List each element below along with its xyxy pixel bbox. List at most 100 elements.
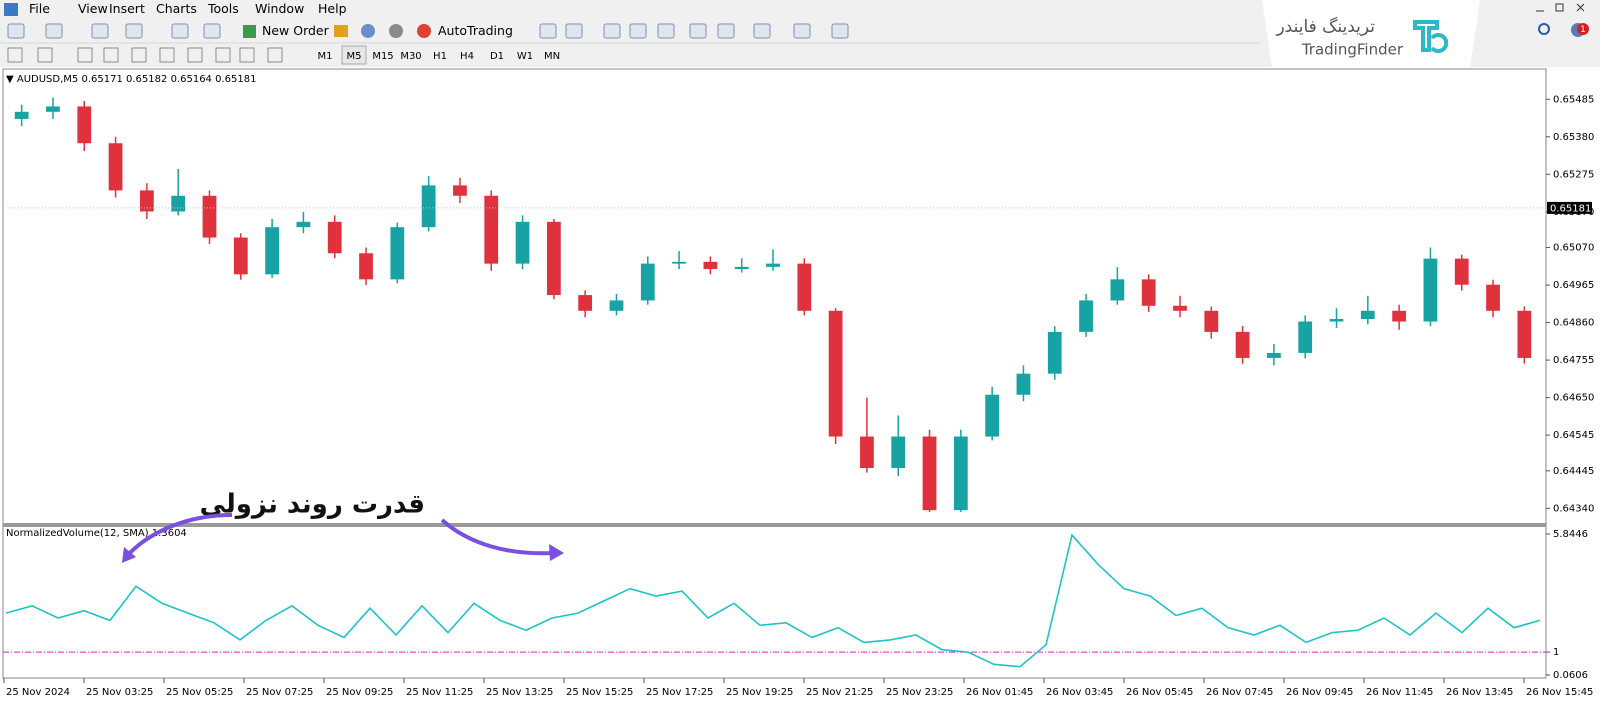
menu-item[interactable]: Help [318,1,347,16]
candle-body [1298,321,1313,353]
icon [389,24,403,38]
timeframe-button[interactable]: MN [544,51,560,62]
candle-body [1204,310,1219,332]
x-tick-label: 25 Nov 09:25 [326,687,393,698]
drawing-tool[interactable] [37,47,53,63]
candle-body [578,295,593,311]
menu-item[interactable]: Tools [207,1,239,16]
candle-body [985,394,1000,437]
timeframe-button[interactable]: M15 [372,51,393,62]
close-price: 0.65181 [215,74,256,85]
y-tick-label: 5.8446 [1553,529,1588,540]
chart-frame [2,68,1547,679]
timeframe-button[interactable]: H1 [433,51,447,62]
toolbar-icon[interactable] [753,23,771,39]
y-tick-label: 0.64755 [1553,355,1594,366]
search-icon[interactable] [1538,23,1550,35]
candle-body [891,436,906,468]
drawing-tool[interactable] [239,47,255,63]
timeframe-button[interactable]: M1 [318,51,333,62]
toolbar-icon[interactable] [629,23,647,39]
toolbar-icon[interactable] [717,23,735,39]
close-button[interactable] [1576,3,1585,12]
x-tick-label: 26 Nov 07:45 [1206,687,1273,698]
toolbar-icon[interactable] [125,23,143,39]
indicator-name: NormalizedVolume(12, SMA) [6,528,149,539]
timeframe-selected[interactable] [341,45,367,65]
menu-item[interactable]: Insert [109,1,145,16]
candle-body [1392,310,1407,322]
toolbar-icon[interactable] [603,23,621,39]
menu-bar [0,0,1600,19]
toolbar-icon[interactable] [657,23,675,39]
candle-body [202,195,217,238]
toolbar-icon[interactable] [203,23,221,39]
candle-body [1047,331,1062,374]
open-price: 0.65171 [81,74,122,85]
candle-body [453,185,467,196]
candle-body [139,190,154,212]
toolbar-icon[interactable] [565,23,583,39]
current-price-box [1547,201,1592,214]
candle-body [359,253,373,280]
y-tick-label: 0.64965 [1553,280,1594,291]
toolbar-icon[interactable] [45,23,63,39]
autotrading-button[interactable]: AutoTrading [414,23,513,40]
y-tick-label: 0.64860 [1553,318,1594,329]
drawing-tool[interactable] [103,47,119,63]
x-tick-label: 26 Nov 11:45 [1366,687,1433,698]
menu-item[interactable]: File [29,1,50,16]
x-tick-label: 26 Nov 13:45 [1446,687,1513,698]
drawing-tool[interactable] [187,47,203,63]
toolbar-icon[interactable] [793,23,811,39]
toolbar-icon[interactable] [171,23,189,39]
restore-button[interactable] [1555,3,1564,12]
toolbar-icon[interactable] [539,23,557,39]
timeframe-bar: M1 M5 M15 M30 H1 H4 D1 W1 MN [318,45,560,65]
drawing-tool[interactable] [159,47,175,63]
high-price: 0.65182 [126,74,167,85]
x-tick-label: 26 Nov 01:45 [966,687,1033,698]
candle-body [14,111,29,119]
button-bg[interactable] [414,23,510,40]
button-icon [243,25,256,38]
indicator-chart: 5.8446 1 0.0606 [3,529,1588,681]
candle-body [171,195,186,212]
candle-body [640,263,655,301]
indicator-value: 1.3604 [152,528,187,539]
button-bg[interactable] [240,23,326,40]
drawing-tool[interactable] [77,47,93,63]
toolbar-icon[interactable] [831,23,849,39]
timeframe-button[interactable]: M5 [347,51,362,62]
candle-body [734,266,749,269]
current-price-label: 0.65181 [1550,203,1591,214]
button-icon [417,24,431,38]
candle-body [296,221,311,228]
menu-item[interactable]: Window [255,1,304,16]
price-chart: 0.654850.653800.652750.651700.650700.649… [3,94,1594,698]
timeframe-button[interactable]: H4 [460,51,474,62]
drawing-tool[interactable] [131,47,147,63]
drawing-tool[interactable] [7,47,23,63]
toolbar-icon[interactable] [7,23,25,39]
app-icon [4,3,18,16]
icon [334,25,348,37]
drawing-tool[interactable] [267,47,283,63]
menu-item[interactable]: Charts [156,1,197,16]
low-price: 0.65164 [171,74,212,85]
timeframe-button[interactable]: M30 [400,51,421,62]
toolbar-icon[interactable] [689,23,707,39]
timeframe-button[interactable]: D1 [490,51,504,62]
drawing-tool[interactable] [215,47,231,63]
candle-body [860,436,874,468]
x-tick-label: 25 Nov 03:25 [86,687,153,698]
candle-body [1173,305,1187,311]
candle-body [233,237,248,275]
menu-item[interactable]: View [78,1,108,16]
toolbar-icon[interactable] [91,23,109,39]
candle-body [1360,310,1375,320]
notification-badge [1577,23,1589,35]
new-order-button[interactable]: New Order [240,23,330,40]
timeframe-button[interactable]: W1 [517,51,533,62]
